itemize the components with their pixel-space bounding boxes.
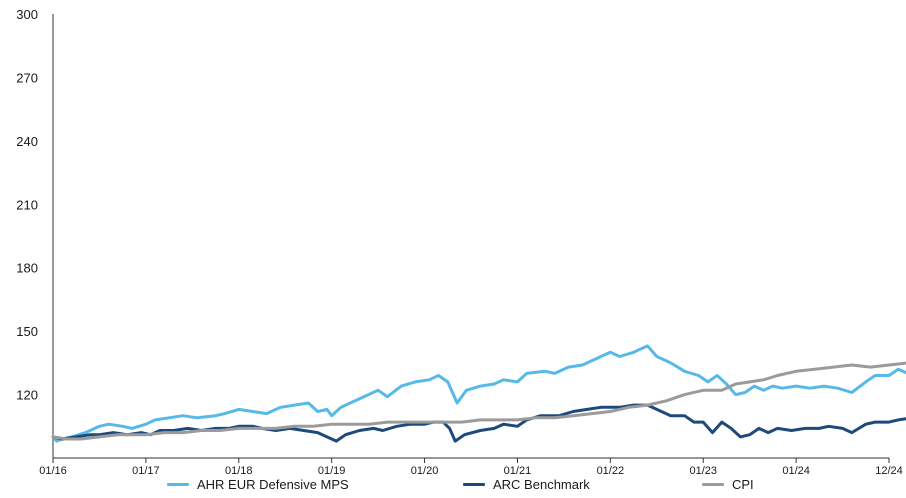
legend: AHR EUR Defensive MPS ARC Benchmark CPI — [0, 477, 906, 497]
legend-item-ahr: AHR EUR Defensive MPS — [167, 477, 349, 492]
y-tick-label: 210 — [16, 197, 38, 212]
legend-label-ahr: AHR EUR Defensive MPS — [197, 477, 349, 492]
legend-label-cpi: CPI — [732, 477, 754, 492]
legend-item-arc: ARC Benchmark — [463, 477, 590, 492]
legend-swatch-cpi — [702, 483, 724, 486]
x-tick-label: 12/24 — [875, 465, 903, 477]
series-line-ahr-eur-defensive-mps — [51, 344, 906, 443]
y-axis: 120 150 180 210 240 270 300 — [16, 7, 54, 458]
x-tick-label: 01/23 — [689, 465, 717, 477]
y-tick-label: 150 — [16, 324, 38, 339]
x-tick-label: 01/24 — [782, 465, 810, 477]
y-tick-label: 180 — [16, 261, 38, 276]
x-tick-label: 01/17 — [132, 465, 160, 477]
legend-item-cpi: CPI — [702, 477, 754, 492]
x-tick-label: 01/22 — [597, 465, 625, 477]
x-axis: 01/16 01/17 01/18 01/19 01/20 01/21 01/22 01/23… — [39, 457, 903, 477]
x-tick-label: 01/18 — [225, 465, 253, 477]
y-tick-label: 240 — [16, 134, 38, 149]
series-line-arc-benchmark — [51, 403, 906, 443]
y-tick-label: 300 — [16, 7, 38, 22]
y-tick-label: 270 — [16, 70, 38, 85]
series-line-cpi — [51, 361, 906, 441]
x-tick-label: 01/20 — [411, 465, 439, 477]
x-tick-label: 01/19 — [318, 465, 346, 477]
legend-swatch-arc — [463, 483, 485, 486]
y-tick-label: 120 — [16, 388, 38, 403]
x-tick-label: 01/16 — [39, 465, 67, 477]
legend-swatch-ahr — [167, 483, 189, 486]
series-layer — [51, 344, 906, 443]
legend-label-arc: ARC Benchmark — [493, 477, 590, 492]
x-tick-label: 01/21 — [504, 465, 532, 477]
